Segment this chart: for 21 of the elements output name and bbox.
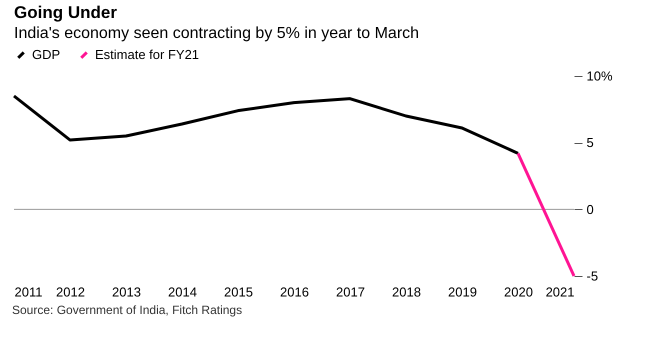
legend-label: GDP <box>32 47 60 62</box>
x-tick-label: 2012 <box>56 284 85 300</box>
x-tick-label: 2018 <box>392 284 421 300</box>
legend-label: Estimate for FY21 <box>95 47 200 62</box>
source-note: Source: Government of India, Fitch Ratings <box>12 303 244 317</box>
x-tick-label: 2013 <box>112 284 141 300</box>
x-tick-label: 2021 <box>546 284 574 300</box>
x-tick-label: 2020 <box>504 284 533 300</box>
x-tick-label: 2019 <box>448 284 477 300</box>
y-tick-label: 10% <box>586 68 613 84</box>
y-tick-label: -5 <box>586 268 598 284</box>
y-tick-label: 5 <box>586 135 594 150</box>
x-tick-label: 2011 <box>14 284 42 300</box>
chart-title: Going Under <box>14 3 118 22</box>
y-tick-label: 0 <box>586 202 594 217</box>
chart-subtitle: India's economy seen contracting by 5% in year to March <box>14 25 420 42</box>
x-tick-label: 2017 <box>336 284 365 300</box>
x-tick-label: 2016 <box>280 284 309 300</box>
x-tick-label: 2014 <box>168 284 197 300</box>
line-series <box>12 94 520 155</box>
x-tick-label: 2015 <box>224 284 253 300</box>
